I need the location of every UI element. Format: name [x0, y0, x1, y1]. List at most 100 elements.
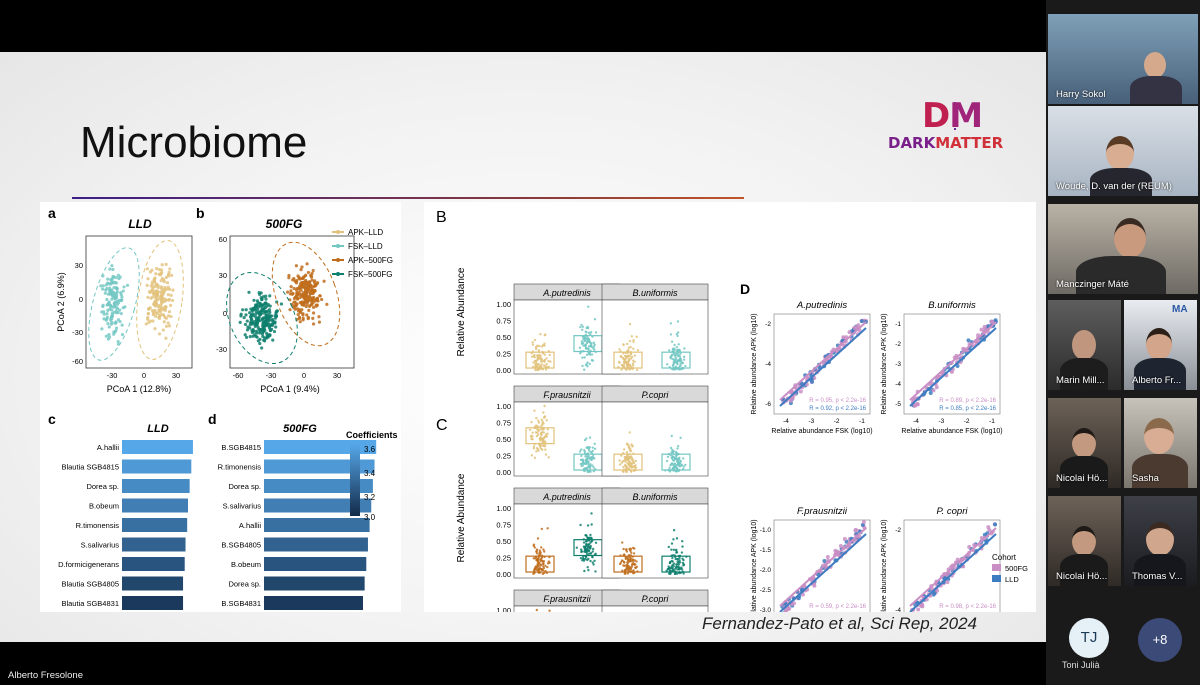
abundance-point — [542, 444, 545, 448]
abundance-point — [531, 355, 534, 358]
abundance-point — [593, 559, 596, 563]
abundance-point — [672, 368, 675, 371]
participant-tile[interactable]: MA Alberto Fr... — [1124, 300, 1197, 390]
pcoa-point — [145, 267, 149, 271]
pcoa-point — [262, 306, 266, 311]
pcoa-point — [311, 311, 316, 315]
abundance-point — [584, 462, 587, 466]
correlation-point — [841, 335, 846, 340]
pcoa-point — [101, 304, 105, 309]
participant-tile[interactable]: Thomas V... — [1124, 496, 1197, 586]
pcoa-point — [307, 308, 311, 313]
abundance-point — [678, 464, 681, 468]
pcoa-point — [291, 278, 295, 282]
abundance-point — [530, 454, 534, 457]
abundance-point — [580, 340, 584, 343]
bar-label: B.obeum — [231, 560, 261, 569]
scatter-ytick: -2 — [765, 321, 771, 328]
abundance-point — [672, 529, 676, 532]
abundance-point — [531, 435, 534, 438]
avatar[interactable]: TJ — [1069, 618, 1109, 658]
participant-tile[interactable]: Sasha — [1124, 398, 1197, 488]
abundance-point — [536, 425, 539, 428]
pcoa-point — [106, 277, 110, 281]
pcoa-point — [164, 262, 168, 267]
bar-label: B.SGB4831 — [221, 599, 261, 608]
pcoa-point — [106, 308, 110, 312]
abundance-point — [675, 361, 679, 364]
participant-tile[interactable]: Woude, D. van der (REUM) — [1048, 106, 1198, 196]
participant-video — [1106, 136, 1134, 170]
abundance-point — [580, 323, 583, 327]
participant-tile[interactable]: Manczinger Máté — [1048, 204, 1198, 294]
participant-tile[interactable]: Marin Mill... — [1048, 300, 1121, 390]
more-participants-button[interactable]: +8 — [1138, 618, 1182, 662]
coefficient-bar — [122, 576, 184, 591]
participant-name: Thomas V... — [1132, 571, 1183, 582]
pcoa-point — [103, 291, 107, 295]
pcoa-point — [301, 316, 305, 320]
abundance-point — [625, 362, 629, 365]
abundance-point — [679, 368, 683, 371]
abundance-point — [627, 446, 631, 449]
abundance-point — [632, 464, 636, 468]
abundance-point — [681, 545, 684, 548]
abundance-point — [545, 362, 548, 366]
abundance-point — [670, 462, 673, 465]
panel-d-bars: B.SGB4815 R.timonensis Dorea sp. S.salivari… — [218, 440, 377, 630]
facet-ytick: 0.50 — [496, 435, 511, 444]
pcoa-point — [273, 321, 277, 325]
abundance-point — [593, 317, 597, 321]
pcoa-point — [309, 275, 314, 279]
abundance-point — [588, 351, 592, 355]
pcoa-point — [241, 308, 245, 312]
abundance-point — [587, 331, 591, 335]
abundance-point — [583, 336, 587, 339]
pcoa-point — [272, 329, 277, 334]
abundance-point — [585, 347, 588, 350]
figure-left: a LLD 30 0 -30 -60 -30 0 30 PCoA 1 (12.8… — [40, 202, 401, 630]
pcoa-point — [251, 308, 255, 312]
pcoa-point — [254, 329, 259, 333]
facet-title: P.copri — [642, 390, 670, 400]
scatter-ytick: -4 — [895, 607, 901, 612]
abundance-point — [532, 361, 535, 364]
abundance-point — [546, 565, 549, 569]
pcoa-point — [105, 303, 109, 307]
pcoa-point — [313, 299, 317, 303]
pcoa-point — [298, 292, 302, 296]
abundance-point — [583, 449, 586, 452]
pcoa-point — [171, 298, 175, 303]
abundance-point — [624, 548, 628, 552]
abundance-point — [545, 419, 548, 422]
pcoa-point — [161, 312, 165, 317]
abundance-point — [587, 568, 590, 572]
abundance-point — [580, 550, 584, 553]
panel-C-facets: A.putredinis 1.00 0.75 0.50 0.25 0.00 B.unifor… — [496, 487, 709, 642]
slide-title: Microbiome — [80, 118, 308, 167]
abundance-point — [620, 461, 624, 464]
abundance-point — [592, 466, 595, 469]
abundance-point — [539, 551, 542, 554]
scatter-xtick: -1 — [859, 418, 865, 425]
abundance-point — [590, 512, 593, 515]
scatter-xlabel: Relative abundance FSK (log10) — [901, 428, 1002, 435]
pcoa-point — [296, 312, 300, 317]
pcoa-point — [253, 333, 257, 337]
participant-tile[interactable]: Nicolai Hö... — [1048, 398, 1121, 488]
pcoa-point — [243, 333, 247, 337]
abundance-point — [532, 445, 536, 448]
pcoa-point — [310, 271, 314, 275]
abundance-point — [587, 456, 591, 460]
colorbar-tick: 3.6 — [364, 445, 376, 454]
abundance-point — [673, 343, 676, 347]
abundance-point — [591, 550, 594, 553]
participant-tile[interactable]: Nicolai Hö... — [1048, 496, 1121, 586]
abundance-point — [583, 356, 586, 359]
participant-video — [1146, 522, 1174, 556]
scatter-xtick: -2 — [964, 418, 970, 425]
correlation-point — [993, 522, 998, 527]
participant-tile[interactable]: Harry Sokol — [1048, 14, 1198, 104]
pcoa-point — [301, 281, 305, 285]
pcoa-point — [102, 317, 106, 321]
